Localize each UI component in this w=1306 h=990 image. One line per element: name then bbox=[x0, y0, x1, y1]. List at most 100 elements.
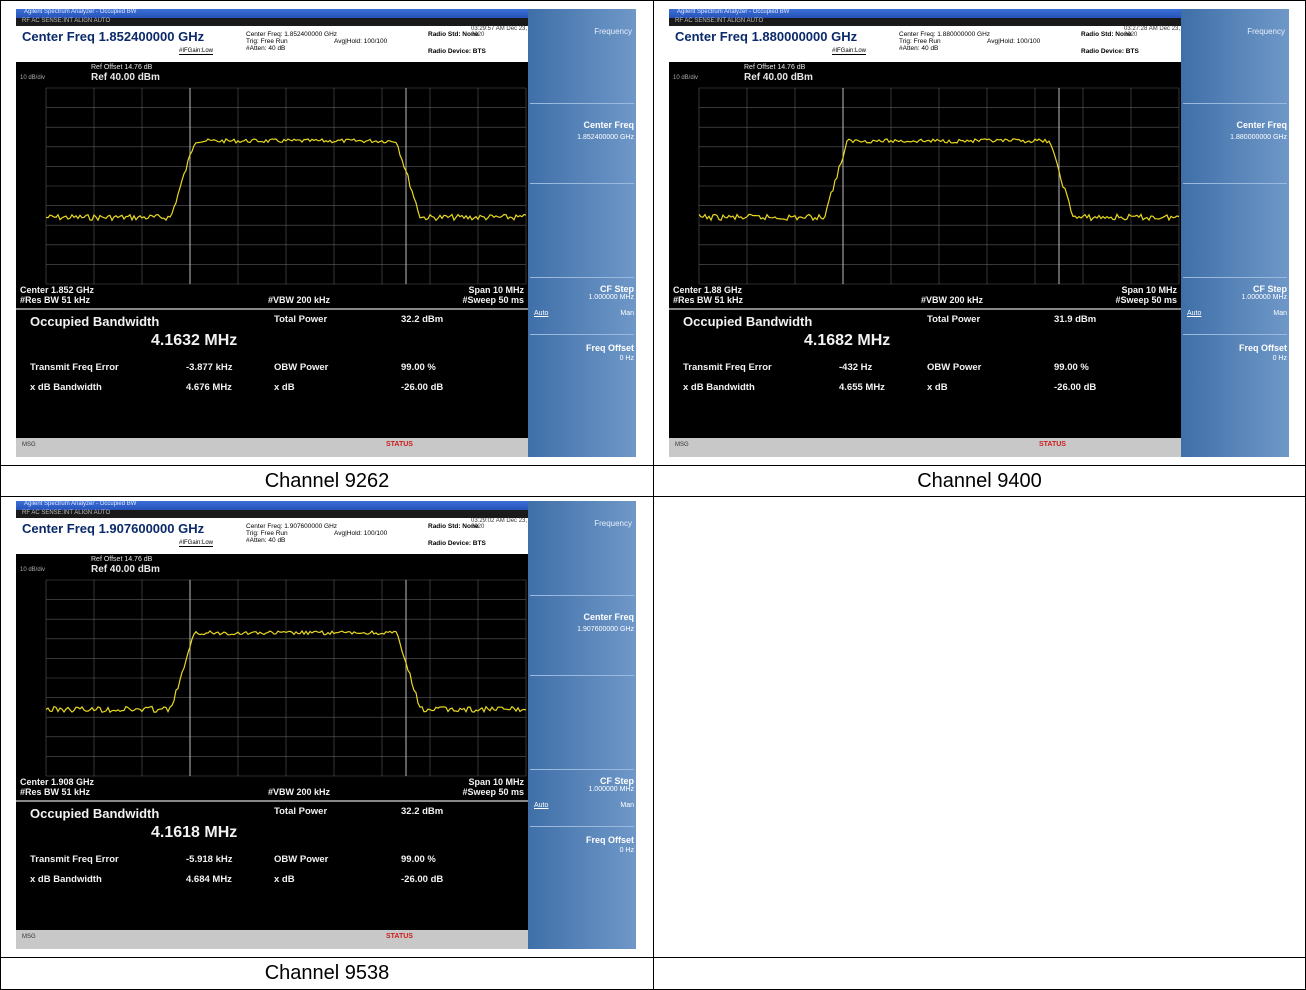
spectrum-trace-svg bbox=[698, 87, 1180, 285]
softkey-cf-step[interactable]: CF Step 1.000000 MHz Auto Man bbox=[530, 277, 634, 327]
radio-std: Radio Std: None bbox=[428, 31, 479, 38]
trig-indicator: Trig: Free Run bbox=[246, 38, 288, 45]
softkey-menu-title: Frequency bbox=[594, 27, 632, 36]
softkey-freq-offset[interactable]: Freq Offset 0 Hz bbox=[530, 334, 634, 404]
softkey-cf-step-man[interactable]: Man bbox=[620, 802, 634, 809]
obw-power-value: 99.00 % bbox=[401, 854, 436, 865]
softkey-freq-offset-value: 0 Hz bbox=[619, 847, 634, 854]
ref-offset: Ref Offset 14.76 dB bbox=[744, 64, 806, 71]
caption-channel-9262: Channel 9262 bbox=[0, 465, 654, 497]
analyzer-screen: Agilent Spectrum Analyzer - Occupied BW … bbox=[669, 9, 1289, 457]
center-freq-header[interactable]: Center Freq 1.852400000 GHz bbox=[22, 29, 205, 44]
occupied-bandwidth-value: 4.1618 MHz bbox=[151, 824, 238, 841]
status-bar: MSG STATUS bbox=[16, 438, 528, 457]
res-bw: #Res BW 51 kHz bbox=[673, 295, 744, 305]
vbw: #VBW 200 kHz bbox=[268, 787, 331, 797]
softkey-center-freq-label: Center Freq bbox=[1236, 120, 1287, 130]
total-power-value: 31.9 dBm bbox=[1054, 314, 1097, 325]
spectrum-trace bbox=[698, 138, 1180, 222]
res-bw: #Res BW 51 kHz bbox=[20, 295, 91, 305]
softkey-cf-step-label: CF Step bbox=[599, 284, 634, 294]
spectrum-plot[interactable]: 10 dB/div Ref Offset 14.76 dB Ref 40.00 … bbox=[669, 62, 1181, 308]
spectrum-trace-svg bbox=[45, 579, 527, 777]
window-titlebar: Agilent Spectrum Analyzer - Occupied BW bbox=[16, 501, 636, 510]
softkey-cf-step[interactable]: CF Step 1.000000 MHz Auto Man bbox=[530, 769, 634, 819]
softkey-blank[interactable] bbox=[1183, 183, 1287, 277]
sweep: #Sweep 50 ms bbox=[1115, 295, 1177, 305]
softkey-cf-step-auto[interactable]: Auto bbox=[1187, 310, 1202, 317]
caption-channel-9538: Channel 9538 bbox=[0, 957, 654, 990]
radio-device: Radio Device: BTS bbox=[428, 540, 486, 547]
ref-offset: Ref Offset 14.76 dB bbox=[91, 556, 153, 563]
window-title: Agilent Spectrum Analyzer - Occupied BW bbox=[24, 9, 137, 15]
status-line-text: RF AC SENSE:INT ALIGN AUTO bbox=[22, 18, 111, 24]
status-message: MSG bbox=[22, 442, 36, 448]
center-freq-small: Center Freq: 1.852400000 GHz bbox=[246, 31, 338, 38]
softkey-center-freq[interactable]: Center Freq 1.852400000 GHz bbox=[530, 103, 634, 183]
total-power-value: 32.2 dBm bbox=[401, 314, 444, 325]
timestamp: 03:27:28 AM Dec 23, 2020 bbox=[1124, 26, 1181, 38]
xdb-bandwidth-label: x dB Bandwidth bbox=[30, 382, 102, 393]
occupied-bandwidth-title: Occupied Bandwidth bbox=[683, 314, 813, 329]
occupied-bandwidth-title: Occupied Bandwidth bbox=[30, 314, 160, 329]
softkey-center-freq[interactable]: Center Freq 1.880000000 GHz bbox=[1183, 103, 1287, 183]
spectrum-plot[interactable]: 10 dB/div Ref Offset 14.76 dB Ref 40.00 … bbox=[16, 62, 528, 308]
status-line-text: RF AC SENSE:INT ALIGN AUTO bbox=[675, 18, 764, 24]
tx-freq-error-value: -3.877 kHz bbox=[186, 362, 233, 373]
atten-indicator: #Atten: 40 dB bbox=[246, 537, 286, 544]
radio-std: Radio Std: None bbox=[428, 523, 479, 530]
measurement-info-bar: Center Freq 1.852400000 GHz #IFGain:Low … bbox=[16, 26, 528, 62]
tx-freq-error-value: -5.918 kHz bbox=[186, 854, 233, 865]
xdb-label: x dB bbox=[274, 382, 295, 393]
xdb-bandwidth-value: 4.676 MHz bbox=[186, 382, 232, 393]
softkey-cf-step-man[interactable]: Man bbox=[1273, 310, 1287, 317]
total-power-label: Total Power bbox=[274, 806, 328, 817]
softkey-cf-step-man[interactable]: Man bbox=[620, 310, 634, 317]
softkey-blank[interactable] bbox=[530, 183, 634, 277]
caption-empty bbox=[653, 957, 1306, 990]
timestamp: 03:29:02 AM Dec 23, 2020 bbox=[471, 518, 528, 530]
softkey-center-freq-value: 1.852400000 GHz bbox=[577, 134, 634, 141]
center-freq-header[interactable]: Center Freq 1.880000000 GHz bbox=[675, 29, 858, 44]
softkey-cf-step-label: CF Step bbox=[1252, 284, 1287, 294]
analyzer-screen: Agilent Spectrum Analyzer - Occupied BW … bbox=[16, 9, 636, 457]
sweep: #Sweep 50 ms bbox=[462, 787, 524, 797]
obw-power-label: OBW Power bbox=[927, 362, 982, 373]
tx-freq-error-label: Transmit Freq Error bbox=[30, 362, 119, 373]
softkey-cf-step[interactable]: CF Step 1.000000 MHz Auto Man bbox=[1183, 277, 1287, 327]
softkey-freq-offset[interactable]: Freq Offset 0 Hz bbox=[1183, 334, 1287, 404]
ref-level: Ref 40.00 dBm bbox=[91, 72, 160, 83]
softkey-cf-step-auto[interactable]: Auto bbox=[534, 802, 549, 809]
softkey-cf-step-value: 1.000000 MHz bbox=[588, 294, 634, 301]
softkey-center-freq[interactable]: Center Freq 1.907600000 GHz bbox=[530, 595, 634, 675]
center-footer: Center 1.852 GHz bbox=[20, 285, 95, 295]
softkey-freq-offset[interactable]: Freq Offset 0 Hz bbox=[530, 826, 634, 896]
xdb-bandwidth-label: x dB Bandwidth bbox=[683, 382, 755, 393]
center-freq-header[interactable]: Center Freq 1.907600000 GHz bbox=[22, 521, 205, 536]
softkey-cf-step-auto[interactable]: Auto bbox=[534, 310, 549, 317]
timestamp: 03:29:57 AM Dec 23, 2020 bbox=[471, 26, 528, 38]
occupied-bandwidth-title: Occupied Bandwidth bbox=[30, 806, 160, 821]
if-gain-indicator: #IFGain:Low bbox=[179, 48, 214, 55]
vbw: #VBW 200 kHz bbox=[921, 295, 984, 305]
window-titlebar: Agilent Spectrum Analyzer - Occupied BW bbox=[16, 9, 636, 18]
xdb-value: -26.00 dB bbox=[401, 382, 444, 393]
vbw: #VBW 200 kHz bbox=[268, 295, 331, 305]
span: Span 10 MHz bbox=[1121, 285, 1177, 295]
xdb-bandwidth-label: x dB Bandwidth bbox=[30, 874, 102, 885]
center-freq-small: Center Freq: 1.907600000 GHz bbox=[246, 523, 338, 530]
status-line: RF AC SENSE:INT ALIGN AUTO bbox=[16, 510, 528, 518]
softkey-menu-title: Frequency bbox=[594, 519, 632, 528]
avg-hold-indicator: Avg|Hold: 100/100 bbox=[987, 38, 1041, 45]
trig-indicator: Trig: Free Run bbox=[899, 38, 941, 45]
spectrum-plot[interactable]: 10 dB/div Ref Offset 14.76 dB Ref 40.00 … bbox=[16, 554, 528, 800]
caption-channel-9400: Channel 9400 bbox=[653, 465, 1306, 497]
occupied-bandwidth-value: 4.1632 MHz bbox=[151, 332, 238, 349]
ref-level: Ref 40.00 dBm bbox=[744, 72, 813, 83]
if-gain-indicator: #IFGain:Low bbox=[179, 540, 214, 547]
obw-power-value: 99.00 % bbox=[401, 362, 436, 373]
softkey-blank[interactable] bbox=[530, 675, 634, 769]
status-indicator: STATUS bbox=[386, 441, 413, 448]
obw-power-label: OBW Power bbox=[274, 854, 329, 865]
window-titlebar: Agilent Spectrum Analyzer - Occupied BW bbox=[669, 9, 1289, 18]
